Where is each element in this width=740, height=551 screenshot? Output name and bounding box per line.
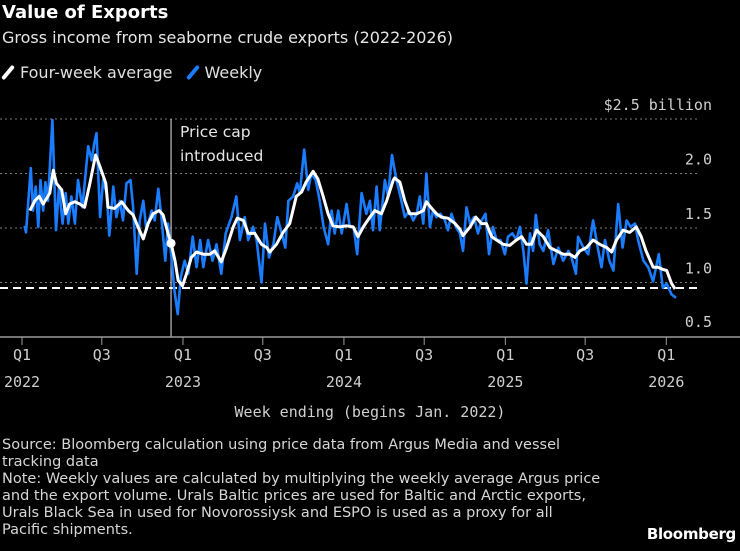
annotation-line1: Price cap: [180, 123, 251, 141]
series-weekly-line: [23, 118, 677, 316]
y-tick-label: 1.0: [685, 260, 712, 278]
x-axis-title: Week ending (begins Jan. 2022): [235, 403, 506, 421]
x-tick-label: Q1: [496, 346, 514, 364]
x-tick-label: Q1: [174, 346, 192, 364]
x-tick-year-label: 2024: [326, 373, 362, 391]
chart-title: Value of Exports: [2, 2, 169, 23]
x-tick-label: Q3: [254, 346, 272, 364]
x-tick-year-label: 2022: [4, 373, 40, 391]
chart-subtitle: Gross income from seaborne crude exports…: [2, 28, 454, 47]
bloomberg-logo: Bloomberg: [646, 525, 736, 543]
x-tick-label: Q3: [576, 346, 594, 364]
y-tick-label: 0.5: [685, 313, 712, 331]
legend-label: Four-week average: [20, 63, 173, 82]
x-tick-year-label: 2025: [487, 373, 523, 391]
x-tick-label: Q3: [93, 346, 111, 364]
x-tick-label: Q1: [657, 346, 675, 364]
x-tick-label: Q1: [13, 346, 31, 364]
footnote: Source: Bloomberg calculation using pric…: [2, 437, 602, 539]
x-tick-year-label: 2026: [648, 373, 684, 391]
note-text: Note: Weekly values are calculated by mu…: [2, 471, 601, 538]
y-tick-label: $2.5 billion: [604, 96, 712, 114]
y-tick-label: 1.5: [685, 205, 712, 223]
price-cap-marker: [166, 238, 176, 248]
x-tick-label: Q1: [335, 346, 353, 364]
y-tick-label: 2.0: [685, 151, 712, 169]
annotation-line2: introduced: [180, 147, 263, 165]
legend-label: Weekly: [204, 63, 263, 82]
x-tick-label: Q3: [415, 346, 433, 364]
series-four-week-average-line: [28, 153, 677, 290]
legend: Four-week average Weekly: [1, 63, 263, 82]
legend-item-four-week-average: Four-week average: [1, 63, 173, 82]
source-text: Source: Bloomberg calculation using pric…: [2, 437, 561, 470]
x-tick-year-label: 2023: [165, 373, 201, 391]
legend-item-weekly: Weekly: [185, 63, 263, 82]
